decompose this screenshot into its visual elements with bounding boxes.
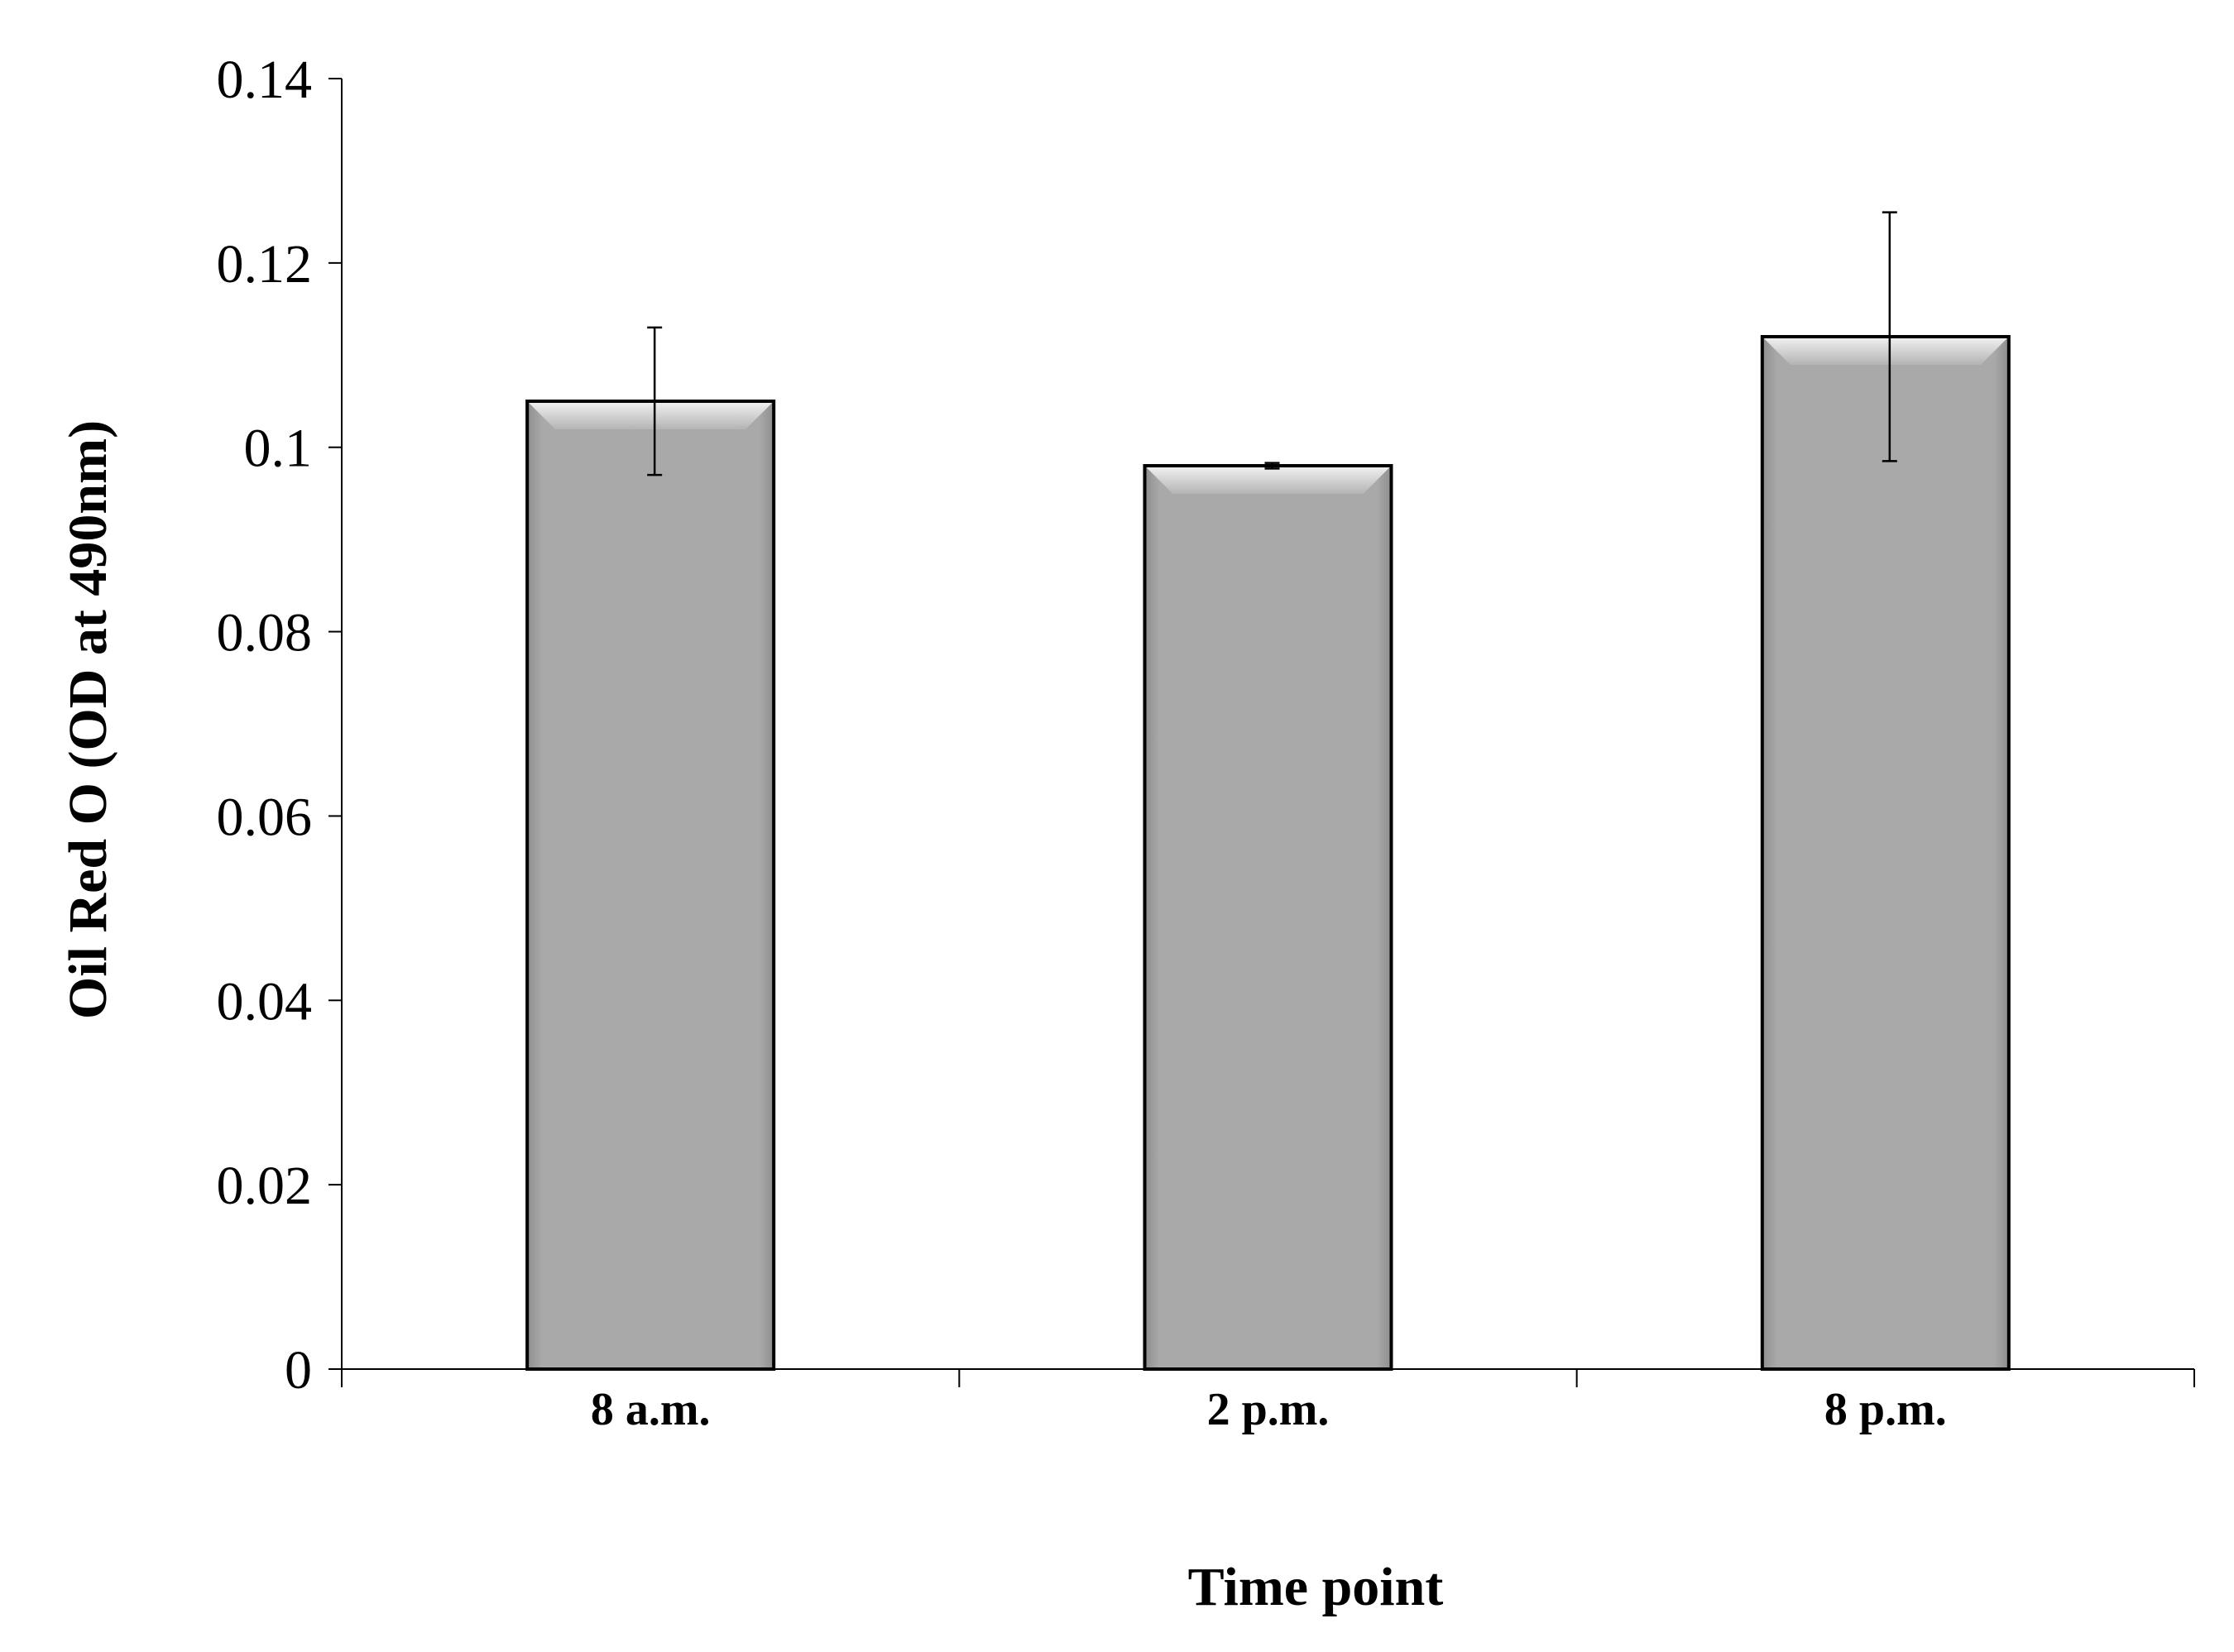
bar-bevel bbox=[1144, 466, 1392, 494]
y-tick-label: 0.12 bbox=[217, 234, 313, 294]
y-tick-label: 0.1 bbox=[244, 419, 313, 479]
x-axis: 8 a.m. 2 p.m. 8 p.m. bbox=[341, 1368, 2195, 1435]
y-tick-label: 0.06 bbox=[217, 787, 313, 847]
bar-outline bbox=[1760, 335, 2011, 1371]
bar-body bbox=[1144, 466, 1392, 1369]
bar-body bbox=[1762, 337, 2009, 1369]
x-axis-title: Time point bbox=[1188, 1557, 1444, 1617]
y-axis: 0 0.02 0.04 0.06 0.08 0.1 0.12 0.14 bbox=[217, 50, 343, 1401]
x-category-label: 2 p.m. bbox=[1207, 1384, 1330, 1435]
x-category-label: 8 p.m. bbox=[1824, 1384, 1947, 1435]
bar-bevel bbox=[1762, 337, 2009, 365]
y-axis-title: Oil Red O (OD at 490nm) bbox=[58, 420, 118, 1019]
bar-outline bbox=[525, 400, 776, 1371]
y-tick-label: 0 bbox=[285, 1340, 312, 1401]
error-bar bbox=[1264, 462, 1280, 470]
bar-series bbox=[525, 335, 2011, 1371]
error-bars bbox=[647, 211, 1897, 476]
bar bbox=[1143, 464, 1393, 1371]
bar-outline bbox=[1143, 464, 1393, 1371]
bar-bevel bbox=[527, 401, 774, 429]
error-bar bbox=[647, 326, 663, 476]
x-category-label: 8 a.m. bbox=[591, 1384, 711, 1435]
y-tick-label: 0.04 bbox=[217, 971, 313, 1032]
y-tick-label: 0.02 bbox=[217, 1156, 313, 1216]
bar bbox=[525, 400, 776, 1371]
y-tick-label: 0.08 bbox=[217, 603, 313, 663]
error-bar bbox=[1882, 211, 1897, 462]
bar-body bbox=[527, 401, 774, 1369]
bar bbox=[1760, 335, 2011, 1371]
y-tick-label: 0.14 bbox=[217, 50, 313, 110]
